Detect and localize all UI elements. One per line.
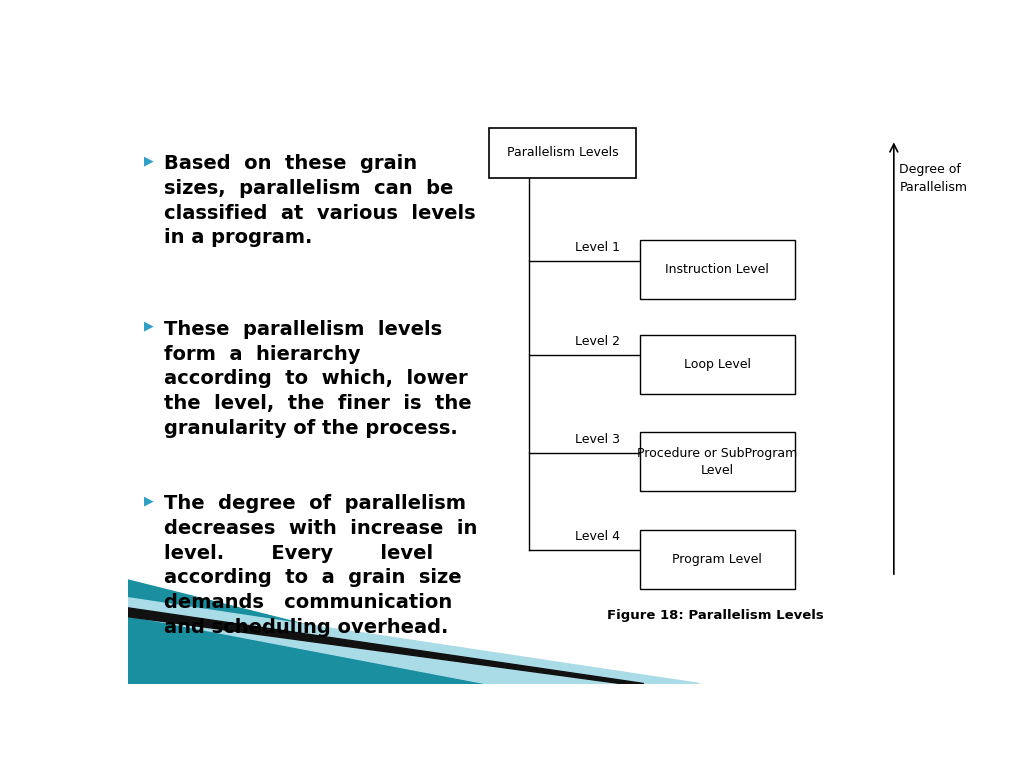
Text: Level 3: Level 3 xyxy=(575,433,620,445)
Polygon shape xyxy=(128,580,541,684)
Text: Figure 18: Parallelism Levels: Figure 18: Parallelism Levels xyxy=(607,609,823,622)
Bar xyxy=(640,530,795,589)
Text: Degree of
Parallelism: Degree of Parallelism xyxy=(899,163,968,194)
Text: ▶: ▶ xyxy=(143,154,154,167)
Text: Level 4: Level 4 xyxy=(575,531,620,544)
Text: ▶: ▶ xyxy=(143,495,154,508)
Polygon shape xyxy=(128,598,699,684)
Text: ▶: ▶ xyxy=(143,319,154,333)
Text: These  parallelism  levels
form  a  hierarchy
according  to  which,  lower
the  : These parallelism levels form a hierarch… xyxy=(164,319,471,438)
Bar xyxy=(640,432,795,492)
Text: Loop Level: Loop Level xyxy=(684,358,751,371)
Text: Procedure or SubProgram
Level: Procedure or SubProgram Level xyxy=(637,447,798,477)
Bar xyxy=(640,335,795,394)
Text: Based  on  these  grain
sizes,  parallelism  can  be
classified  at  various  le: Based on these grain sizes, parallelism … xyxy=(164,154,475,247)
Bar xyxy=(489,127,636,178)
Text: Level 1: Level 1 xyxy=(575,240,620,253)
Polygon shape xyxy=(128,607,644,684)
Bar xyxy=(640,240,795,300)
Text: Parallelism Levels: Parallelism Levels xyxy=(507,146,618,159)
Text: The  degree  of  parallelism
decreases  with  increase  in
level.       Every   : The degree of parallelism decreases with… xyxy=(164,495,477,637)
Text: Instruction Level: Instruction Level xyxy=(666,263,769,276)
Text: Program Level: Program Level xyxy=(673,553,762,566)
Text: Level 2: Level 2 xyxy=(575,335,620,348)
